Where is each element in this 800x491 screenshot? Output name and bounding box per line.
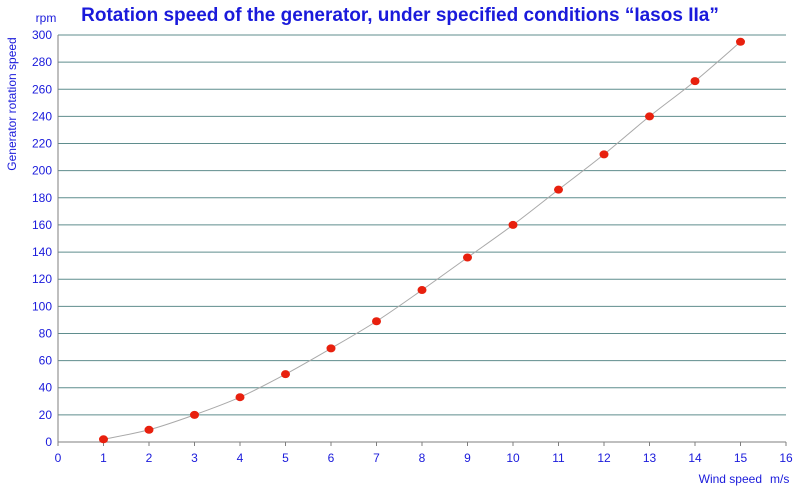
axis-labels: rpm Generator rotation speed Wind speed … [5,11,789,486]
x-tick-label: 4 [237,451,244,465]
data-point [372,317,381,326]
y-tick-label: 80 [39,326,53,340]
trendline [103,41,741,440]
y-tick-label: 160 [32,218,52,232]
x-tick-label: 14 [688,451,702,465]
data-point [554,185,563,194]
data-point [417,286,427,295]
x-tick-label: 5 [282,451,289,465]
x-tick-label: 15 [734,451,748,465]
grid-lines [58,34,786,416]
data-point [144,425,154,434]
y-tick-label: 220 [32,137,52,151]
y-tick-label: 100 [32,299,52,313]
y-tick-label: 240 [32,109,52,123]
chart-title: Rotation speed of the generator, under s… [81,5,719,26]
data-point [508,220,518,229]
y-tick-label: 0 [45,435,52,449]
y-tick-label: 180 [32,191,52,205]
x-tick-label: 13 [643,451,657,465]
x-tick-label: 8 [419,451,426,465]
y-tick-label: 280 [32,55,52,69]
y-tick-label: 300 [32,28,52,42]
y-tick-label: 40 [39,381,53,395]
y-tick-label: 20 [39,408,53,422]
x-tick-label: 3 [191,451,198,465]
data-points [99,37,745,444]
y-tick-label: 140 [32,245,52,259]
x-tick-label: 0 [55,451,62,465]
trendline-path [103,41,741,440]
x-tick-label: 1 [100,451,107,465]
data-point [645,112,654,121]
data-point [235,393,245,402]
y-tick-label: 60 [39,354,53,368]
x-tick-label: 9 [464,451,471,465]
x-axis-label: Wind speed [699,472,762,486]
data-point [690,77,700,86]
y-axis-unit: rpm [36,11,57,25]
x-tick-label: 2 [146,451,153,465]
x-tick-label: 7 [373,451,380,465]
data-point [99,435,108,444]
x-tick-label: 6 [328,451,335,465]
data-point [281,370,290,379]
y-tick-label: 200 [32,164,52,178]
x-tick-label: 12 [597,451,611,465]
data-point [599,150,609,159]
x-tick-label: 16 [779,451,793,465]
axes: 0204060801001201401601802002202402602803… [32,28,793,465]
x-tick-label: 10 [506,451,520,465]
data-point [190,410,199,419]
x-axis-unit: m/s [770,472,789,486]
x-tick-label: 11 [552,451,565,465]
y-tick-label: 120 [32,272,52,286]
data-point [326,344,336,353]
data-point [736,37,745,46]
data-point [463,253,472,262]
y-tick-label: 260 [32,82,52,96]
y-axis-label: Generator rotation speed [5,37,19,170]
